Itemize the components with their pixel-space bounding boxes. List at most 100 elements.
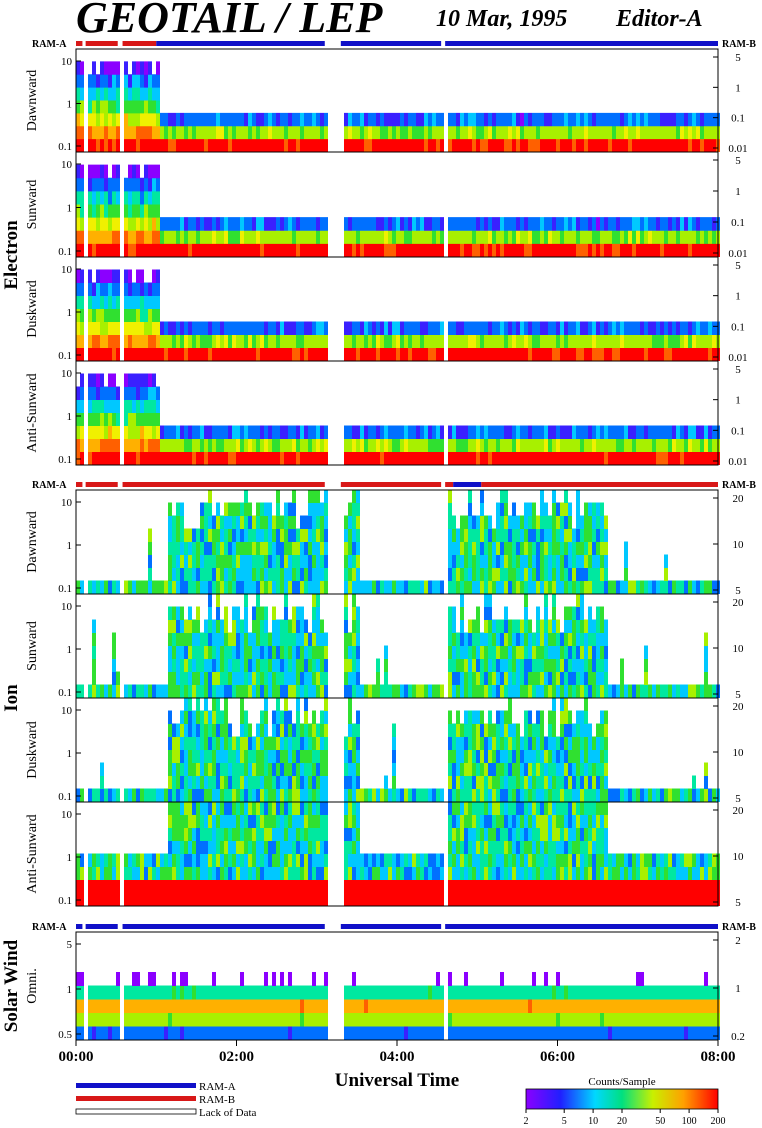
spectrogram-cell bbox=[404, 788, 408, 802]
spectrogram-cell bbox=[388, 112, 392, 127]
spectrogram-cell bbox=[524, 866, 528, 880]
spectrogram-cell bbox=[468, 489, 472, 503]
spectrogram-cell bbox=[312, 347, 316, 361]
spectrogram-cell bbox=[416, 451, 420, 465]
spectrogram-cell bbox=[488, 788, 492, 802]
spectrogram-cell bbox=[628, 125, 632, 140]
spectrogram-cell bbox=[264, 334, 268, 348]
spectrogram-cell bbox=[592, 684, 596, 698]
spectrogram-cell bbox=[608, 425, 612, 439]
spectrogram-cell bbox=[304, 541, 308, 555]
spectrogram-cell bbox=[424, 580, 428, 594]
spectrogram-cell bbox=[284, 112, 288, 127]
spectrogram-cell bbox=[544, 827, 548, 841]
spectrogram-cell bbox=[212, 334, 216, 348]
spectrogram-cell bbox=[296, 347, 300, 361]
spectrogram-cell bbox=[480, 762, 484, 776]
spectrogram-cell bbox=[636, 347, 640, 361]
spectrogram-cell bbox=[88, 853, 92, 867]
spectrogram-cell bbox=[508, 541, 512, 555]
spectrogram-cell bbox=[556, 541, 560, 555]
spectrogram-cell bbox=[552, 438, 556, 452]
spectrogram-cell bbox=[252, 125, 256, 140]
spectrogram-cell bbox=[240, 217, 244, 231]
spectrogram-cell bbox=[92, 61, 96, 75]
spectrogram-cell bbox=[440, 217, 444, 231]
spectrogram-cell bbox=[456, 866, 460, 880]
spectrogram-cell bbox=[644, 645, 648, 659]
spectrogram-cell bbox=[512, 749, 516, 763]
spectrogram-cell bbox=[280, 723, 284, 737]
spectrogram-cell bbox=[552, 125, 556, 140]
spectrogram-cell bbox=[536, 892, 540, 906]
spectrogram-cell bbox=[616, 125, 620, 140]
spectrogram-cell bbox=[348, 697, 352, 711]
spectrogram-cell bbox=[212, 580, 216, 594]
spectrogram-cell bbox=[256, 112, 260, 127]
spectrogram-cell bbox=[504, 321, 508, 335]
spectrogram-cell bbox=[708, 334, 712, 348]
spectrogram-cell bbox=[660, 684, 664, 698]
spectrogram-cell bbox=[476, 723, 480, 737]
spectrogram-cell bbox=[252, 684, 256, 698]
spectrogram-cell bbox=[348, 334, 352, 348]
spectrogram-cell bbox=[316, 775, 320, 789]
spectrogram-cell bbox=[116, 295, 120, 309]
spectrogram-cell bbox=[324, 217, 328, 231]
spectrogram-cell bbox=[428, 217, 432, 231]
spectrogram-cell bbox=[352, 580, 356, 594]
spectrogram-cell bbox=[92, 438, 96, 452]
spectrogram-cell bbox=[180, 515, 184, 529]
spectrogram-cell bbox=[272, 840, 276, 854]
spectrogram-cell bbox=[180, 217, 184, 231]
spectrogram-cell bbox=[100, 308, 104, 322]
spectrogram-cell bbox=[288, 451, 292, 465]
spectrogram-cell bbox=[648, 230, 652, 244]
spectrogram-cell bbox=[584, 425, 588, 439]
spectrogram-cell bbox=[648, 217, 652, 231]
spectrogram-cell bbox=[212, 554, 216, 568]
spectrogram-cell bbox=[136, 580, 140, 594]
spectrogram-cell bbox=[532, 762, 536, 776]
spectrogram-cell bbox=[496, 801, 500, 815]
spectrogram-cell bbox=[308, 840, 312, 854]
spectrogram-cell bbox=[280, 125, 284, 140]
spectrogram-cell bbox=[280, 230, 284, 244]
spectrogram-cell bbox=[288, 658, 292, 672]
spectrogram-cell bbox=[492, 801, 496, 815]
spectrogram-cell bbox=[560, 451, 564, 465]
spectrogram-cell bbox=[252, 347, 256, 361]
spectrogram-cell bbox=[168, 502, 172, 516]
spectrogram-cell bbox=[356, 619, 360, 633]
spectrogram-cell bbox=[228, 632, 232, 646]
spectrogram-cell bbox=[700, 788, 704, 802]
spectrogram-cell bbox=[520, 580, 524, 594]
spectrogram-cell bbox=[468, 684, 472, 698]
spectrogram-cell bbox=[432, 125, 436, 140]
spectrogram-cell bbox=[436, 347, 440, 361]
spectrogram-cell bbox=[284, 347, 288, 361]
spectrogram-cell bbox=[192, 658, 196, 672]
spectrogram-cell bbox=[352, 840, 356, 854]
spectrogram-cell bbox=[212, 515, 216, 529]
spectrogram-cell bbox=[684, 438, 688, 452]
spectrogram-cell bbox=[544, 528, 548, 542]
spectrogram-cell bbox=[560, 425, 564, 439]
spectrogram-cell bbox=[204, 515, 208, 529]
spectrogram-cell bbox=[188, 697, 192, 711]
spectrogram-cell bbox=[352, 489, 356, 503]
spectrogram-cell bbox=[176, 788, 180, 802]
spectrogram-cell bbox=[604, 645, 608, 659]
spectrogram-cell bbox=[292, 580, 296, 594]
spectrogram-cell bbox=[620, 671, 624, 685]
spectrogram-cell bbox=[184, 866, 188, 880]
spectrogram-cell bbox=[312, 619, 316, 633]
spectrogram-cell bbox=[316, 619, 320, 633]
spectrogram-cell bbox=[680, 321, 684, 335]
spectrogram-cell bbox=[316, 632, 320, 646]
spectrogram-cell bbox=[252, 632, 256, 646]
spectrogram-cell bbox=[520, 892, 524, 906]
spectrogram-cell bbox=[116, 190, 120, 205]
spectrogram-cell bbox=[380, 217, 384, 231]
